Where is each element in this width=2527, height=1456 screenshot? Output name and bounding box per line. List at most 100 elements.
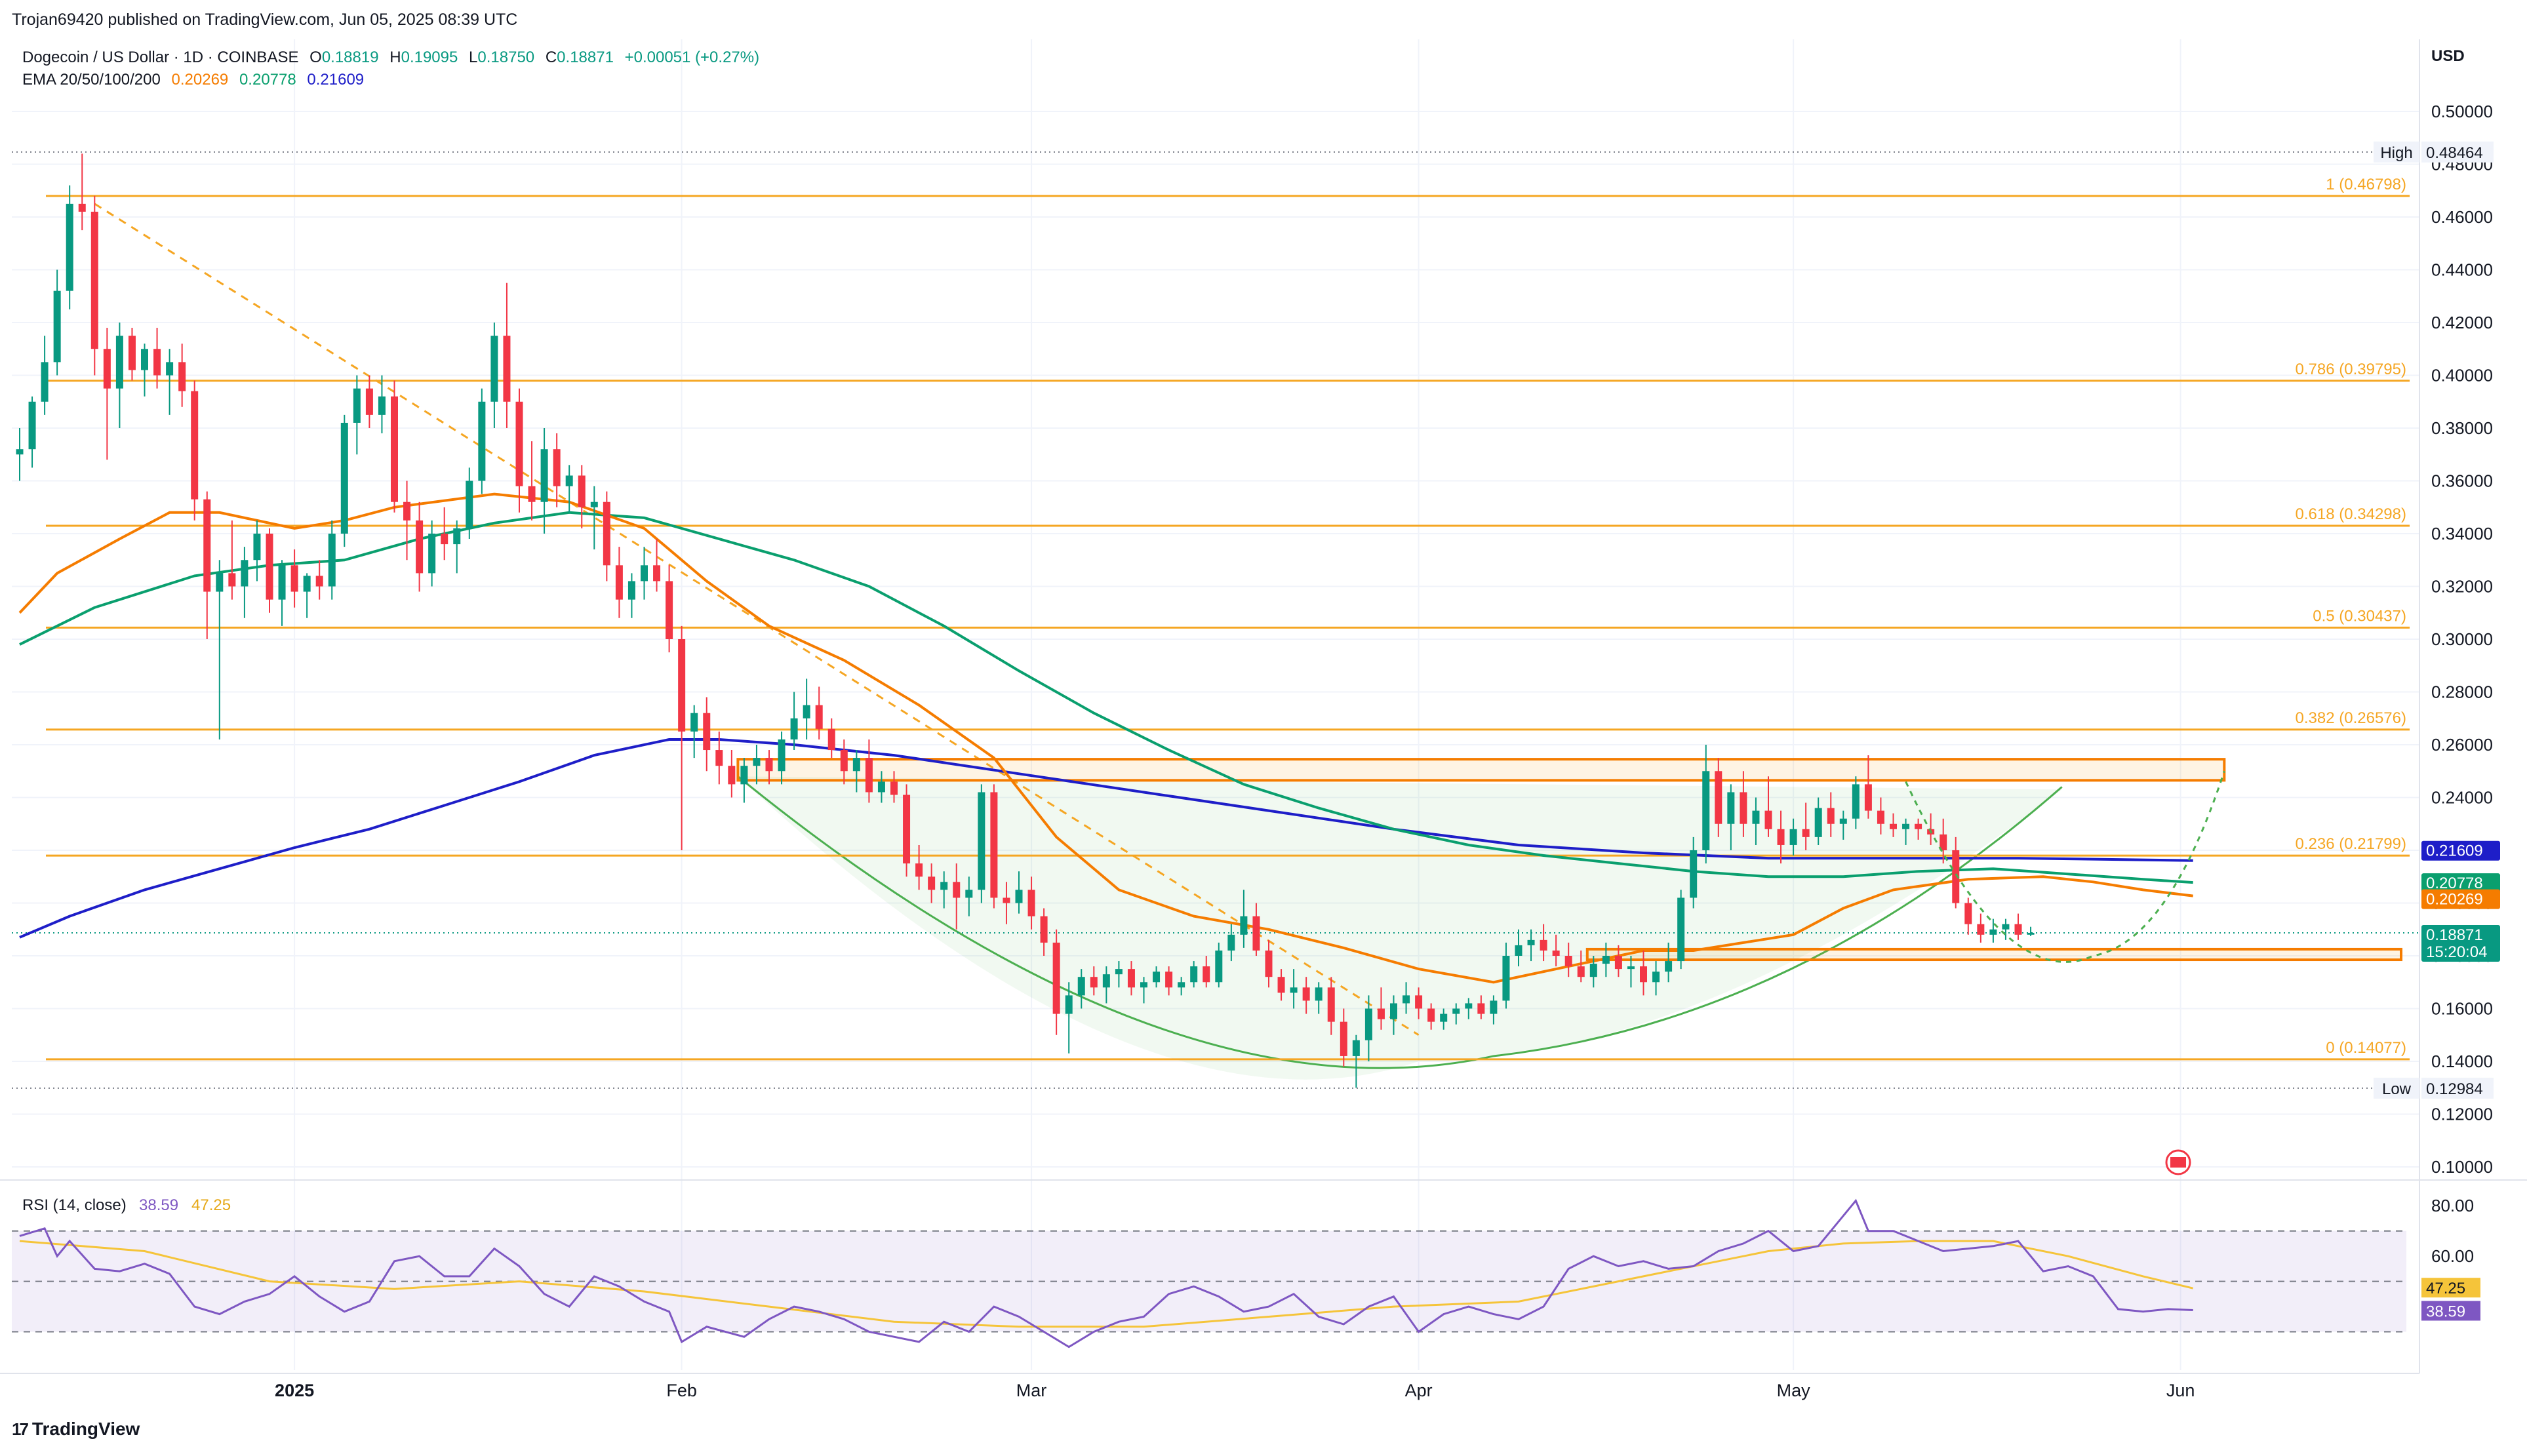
candle-body: [228, 573, 236, 587]
candle-body: [378, 396, 386, 415]
candle-body: [915, 863, 923, 877]
candle-body: [2002, 924, 2010, 930]
candle-body: [241, 560, 249, 587]
ema-label[interactable]: EMA 20/50/100/200: [22, 71, 161, 89]
fib-level-label: 0.5 (0.30437): [2313, 607, 2406, 625]
candle-body: [178, 362, 186, 391]
ohlc-high-value: 0.19095: [401, 49, 458, 66]
candle-body: [1827, 808, 1835, 824]
candle-body: [615, 565, 623, 600]
candle-body: [1315, 987, 1323, 1001]
candle-body: [53, 290, 61, 363]
candle-body: [1864, 784, 1872, 811]
candle-body: [1440, 1013, 1448, 1022]
ema50-value: 0.20778: [239, 71, 296, 89]
candle-body: [740, 766, 748, 785]
candle-body: [1003, 897, 1010, 903]
candle-body: [1153, 972, 1161, 983]
candle-body: [1665, 961, 1673, 972]
support-zone: [1585, 947, 2402, 962]
currency-label[interactable]: USD: [2431, 47, 2465, 65]
price-tick-label: 0.26000: [2431, 735, 2493, 755]
candle-body: [1065, 995, 1073, 1014]
candle-body: [1178, 982, 1185, 988]
price-tick-label: 0.12000: [2431, 1105, 2493, 1124]
candle-body: [877, 781, 885, 793]
candle-body: [1302, 987, 1310, 1001]
price-tick-label: 0.50000: [2431, 102, 2493, 121]
candle-body: [1252, 916, 1260, 951]
price-tag-bg: [2421, 873, 2500, 894]
candle-body: [478, 401, 486, 481]
candle-body: [1652, 972, 1660, 983]
candle-body: [1527, 939, 1535, 945]
brand-name: TradingView: [31, 1419, 140, 1439]
candle-body: [1465, 1003, 1473, 1009]
candle-body: [1852, 784, 1860, 819]
candle-body: [940, 882, 948, 890]
rsi-ma-tag: 47.25: [2426, 1280, 2465, 1297]
candle-body: [1190, 966, 1198, 983]
high-tag-bg: [2374, 141, 2419, 163]
candle-body: [1640, 966, 1647, 983]
candle-body: [1140, 982, 1147, 988]
candle-body: [166, 362, 174, 376]
tradingview-brand: 17 TradingView: [12, 1419, 140, 1440]
ema200-value: 0.21609: [307, 71, 365, 89]
candle-body: [1377, 1008, 1385, 1019]
candle-body: [1915, 823, 1922, 829]
candle-body: [890, 781, 898, 795]
price-tick-label: 0.34000: [2431, 524, 2493, 543]
candle-body: [1564, 956, 1572, 967]
rsi-ma-line: [19, 1240, 2194, 1328]
candle-body: [852, 758, 860, 772]
candle-body: [216, 573, 224, 592]
fib-level-label: 0.618 (0.34298): [2296, 505, 2406, 523]
candle-body: [391, 396, 398, 502]
candle-body: [1427, 1008, 1435, 1022]
candle-body: [1690, 850, 1698, 898]
candle-body: [490, 336, 498, 402]
candle-body: [16, 449, 24, 455]
time-tick-label: Jun: [2166, 1381, 2195, 1400]
ohlc-close: C0.18871: [545, 49, 614, 66]
rsi-line: [19, 1198, 2193, 1348]
candle-body: [1789, 829, 1797, 845]
rsi-ma-value: 47.25: [191, 1196, 231, 1214]
candle-body: [266, 534, 273, 600]
candle-body: [1352, 1040, 1360, 1056]
candle-body: [128, 336, 136, 370]
candle-body: [965, 890, 973, 898]
candle-body: [290, 565, 298, 592]
price-tag-countdown: 15:20:04: [2426, 943, 2487, 961]
cup-curve: [737, 776, 2063, 1069]
candle-body: [66, 203, 73, 291]
candle-body: [141, 349, 148, 370]
candle-body: [103, 349, 111, 389]
fib-level-label: 1 (0.46798): [2326, 176, 2406, 193]
candle-body: [1227, 934, 1235, 951]
candle-body: [1452, 1008, 1460, 1014]
candle-body: [1752, 810, 1760, 824]
candle-body: [528, 486, 536, 502]
candle-body: [453, 528, 461, 545]
high-value-bg: [2421, 141, 2494, 163]
candle-body: [2027, 932, 2035, 935]
candle-body: [365, 388, 373, 415]
ohlc-open: O0.18819: [309, 49, 379, 66]
candle-body: [765, 758, 773, 772]
candle-body: [903, 795, 911, 864]
candle-body: [1614, 956, 1622, 970]
candle-body: [990, 792, 998, 898]
candle-body: [515, 401, 523, 486]
downtrend-line: [94, 203, 1420, 1036]
price-tick-label: 0.36000: [2431, 471, 2493, 491]
price-tick-label: 0.24000: [2431, 788, 2493, 808]
symbol-title[interactable]: Dogecoin / US Dollar · 1D · COINBASE: [22, 49, 299, 66]
projected-handle-curve: [1905, 770, 2225, 963]
candle-body: [815, 705, 823, 729]
fib-level-label: 0 (0.14077): [2326, 1039, 2406, 1057]
candle-body: [1677, 897, 1685, 962]
publish-info: Trojan69420 published on TradingView.com…: [12, 10, 518, 29]
